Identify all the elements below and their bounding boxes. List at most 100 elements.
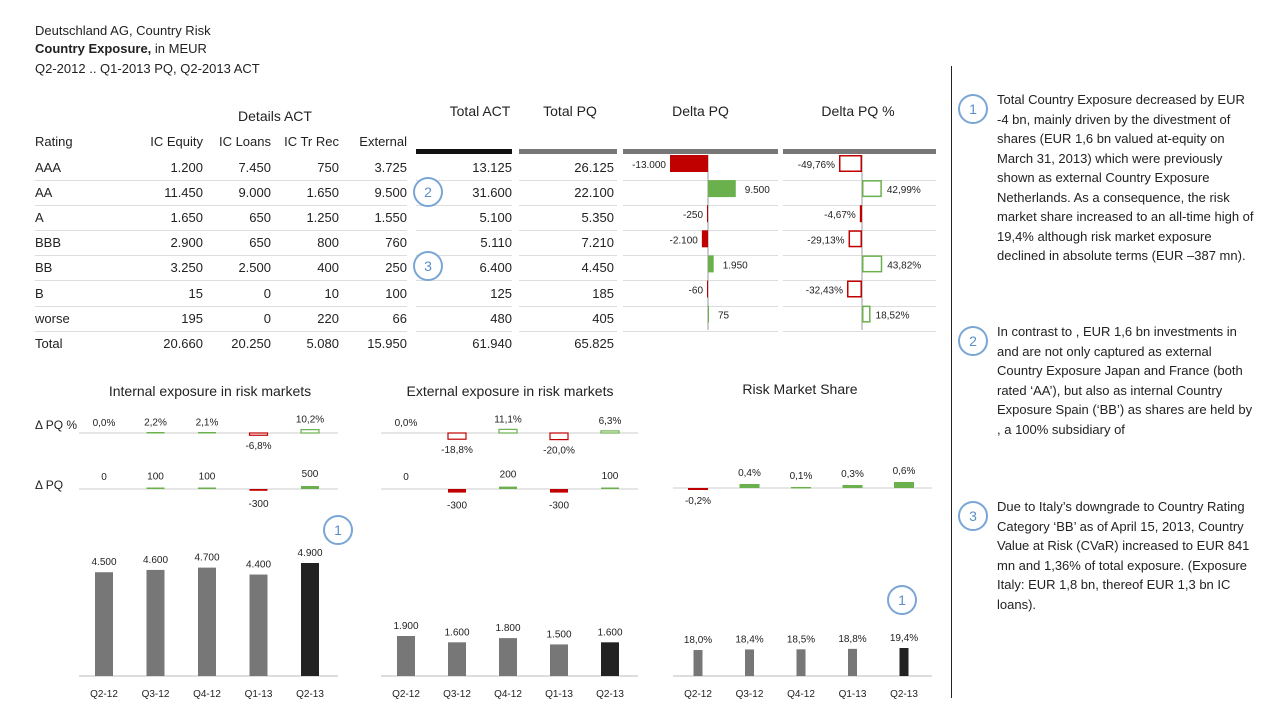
- exposure-bar: [745, 649, 754, 676]
- exposure-value-label: 4.500: [91, 557, 116, 568]
- row-separator: [416, 255, 512, 257]
- exposure-value-label: 18,5%: [787, 634, 815, 645]
- bottom-charts: 4.500 Q2-12 4.600 Q3-12 4.700 Q4-12 4.400 Q1-13…: [79, 414, 932, 700]
- delta-pq-bar: [701, 230, 708, 248]
- cell-total-pq: 26.125: [574, 160, 614, 175]
- cell-rating: AAA: [35, 160, 62, 175]
- x-tick-label: Q2-12: [392, 689, 420, 700]
- delta-pq-bar: [739, 484, 760, 488]
- cell-rating: worse: [35, 310, 70, 326]
- delta-pq-pct-bar: [146, 432, 165, 434]
- exposure-value-label: 4.700: [194, 553, 219, 564]
- delta-pq-label: -2.100: [670, 235, 699, 246]
- total-act-header-bar: [416, 149, 512, 154]
- cell-external: 760: [385, 235, 407, 251]
- row-separator: [35, 180, 407, 181]
- delta-pq-label: 0,6%: [893, 466, 916, 477]
- delta-pq-label: 1.950: [723, 260, 748, 271]
- delta-pq-pct-bar: [549, 432, 569, 441]
- exposure-value-label: 4.900: [297, 548, 322, 559]
- row-separator: [783, 305, 936, 307]
- cell-total-act: 13.125: [472, 160, 512, 175]
- delta-pq-pct-label: -20,0%: [543, 446, 575, 457]
- delta-pq-pct-label: 43,82%: [887, 260, 921, 271]
- cell-total-pq: 405: [592, 310, 614, 326]
- cell-ic-tr-rec: 220: [317, 310, 339, 326]
- delta-pq-bar: [670, 155, 708, 172]
- delta-pq-pct-bar: [600, 430, 620, 434]
- delta-pq-label: 200: [500, 470, 517, 481]
- exposure-value-label: 18,0%: [684, 635, 712, 646]
- row-separator: [783, 330, 936, 332]
- delta-pq-bar: [688, 488, 708, 490]
- delta-pq-pct-bar: [848, 230, 863, 248]
- delta-pq-bar: [708, 305, 709, 323]
- cell-total-pq: 7.210: [581, 235, 614, 251]
- cell-ic-loans: 650: [249, 235, 271, 251]
- exposure-bar: [499, 638, 517, 676]
- cell-total-pq: 65.825: [574, 335, 614, 351]
- col-ic-loans: IC Loans: [218, 134, 271, 149]
- internal-chart-title: Internal exposure in risk markets: [108, 383, 312, 399]
- cell-ic-equity: 20.660: [163, 335, 203, 351]
- badge-two-table: 2: [413, 177, 443, 207]
- delta-pq-bar: [708, 255, 714, 273]
- delta-pq-label: 500: [302, 469, 319, 480]
- note-2-text: In contrast to , EUR 1,6 bn investments …: [997, 324, 1253, 437]
- delta-pq-pct-bar: [300, 429, 320, 434]
- delta-pq-label: 100: [147, 471, 164, 482]
- delta-pq-pct-label: 0,0%: [395, 418, 418, 429]
- delta-pq-header-bar: [623, 149, 778, 154]
- delta-pq-label: 75: [718, 311, 730, 322]
- delta-charts: -13.000 9.500 -250 -2.100 1.950 -60 75 -49,76% 4…: [632, 155, 921, 330]
- delta-pq-label: 0,1%: [790, 471, 813, 482]
- cell-total-act: 61.940: [472, 335, 512, 351]
- delta-pq-pct-bar: [862, 305, 871, 323]
- delta-pq-bar: [301, 486, 319, 489]
- exposure-bar: [796, 649, 806, 676]
- delta-pq-label: -300: [248, 499, 268, 510]
- row-separator: [519, 205, 617, 207]
- badge-one-internal: 1: [323, 515, 353, 545]
- cell-external: 100: [385, 285, 407, 301]
- cell-ic-equity: 195: [181, 310, 203, 326]
- x-tick-label: Q4-12: [787, 689, 815, 700]
- cell-total-pq: 22.100: [574, 185, 614, 201]
- delta-pq-bar: [708, 180, 736, 198]
- delta-pq-bar: [601, 487, 619, 489]
- x-tick-label: Q2-13: [890, 689, 918, 700]
- col-ic-equity: IC Equity: [150, 134, 203, 149]
- row-separator: [623, 180, 778, 181]
- total-pq-header-bar: [519, 149, 617, 154]
- cell-rating: Total: [35, 335, 63, 351]
- cell-rating: BB: [35, 260, 53, 276]
- report-period: Q2-2012 .. Q1-2013 PQ, Q2-2013 ACT: [35, 61, 260, 76]
- subtitle-unit: in MEUR: [151, 41, 207, 56]
- note-1-badge: 1: [958, 94, 988, 124]
- delta-pq-pct-bar: [248, 432, 269, 436]
- delta-pq-label: -250: [683, 210, 703, 221]
- report-subtitle: Country Exposure, in MEUR: [35, 40, 207, 58]
- delta-pq-label: 9.500: [745, 185, 770, 196]
- row-separator: [519, 305, 617, 307]
- cell-ic-tr-rec: 400: [317, 260, 339, 276]
- delta-pq-pct-bar: [862, 180, 882, 198]
- delta-pq-row-label: Δ PQ: [35, 478, 64, 492]
- row-separator: [519, 230, 617, 232]
- cell-ic-equity: 3.250: [170, 260, 203, 276]
- exposure-bar: [601, 642, 619, 676]
- row-separator: [416, 280, 512, 282]
- cell-rating: B: [35, 285, 44, 301]
- cell-total-act: 125: [490, 285, 512, 301]
- delta-pq-bar: [249, 489, 268, 491]
- row-separator: [783, 205, 936, 207]
- row-separator: [35, 330, 407, 332]
- notes-divider: [951, 66, 952, 698]
- delta-pq-pct-bar: [859, 205, 862, 223]
- delta-pq-bar: [791, 487, 811, 489]
- delta-pq-pct-label: -18,8%: [441, 445, 473, 456]
- row-separator: [519, 255, 617, 257]
- row-separator: [623, 330, 778, 332]
- row-separator: [35, 280, 407, 282]
- cell-ic-loans: 20.250: [231, 335, 271, 351]
